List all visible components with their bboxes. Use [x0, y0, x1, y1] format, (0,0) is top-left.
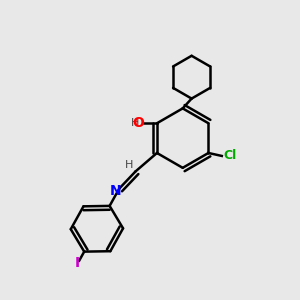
Text: Cl: Cl: [223, 149, 236, 162]
Text: H: H: [125, 160, 133, 170]
Text: I: I: [75, 256, 80, 270]
Text: O: O: [132, 116, 144, 130]
Text: H: H: [131, 118, 139, 128]
Text: N: N: [110, 184, 122, 198]
